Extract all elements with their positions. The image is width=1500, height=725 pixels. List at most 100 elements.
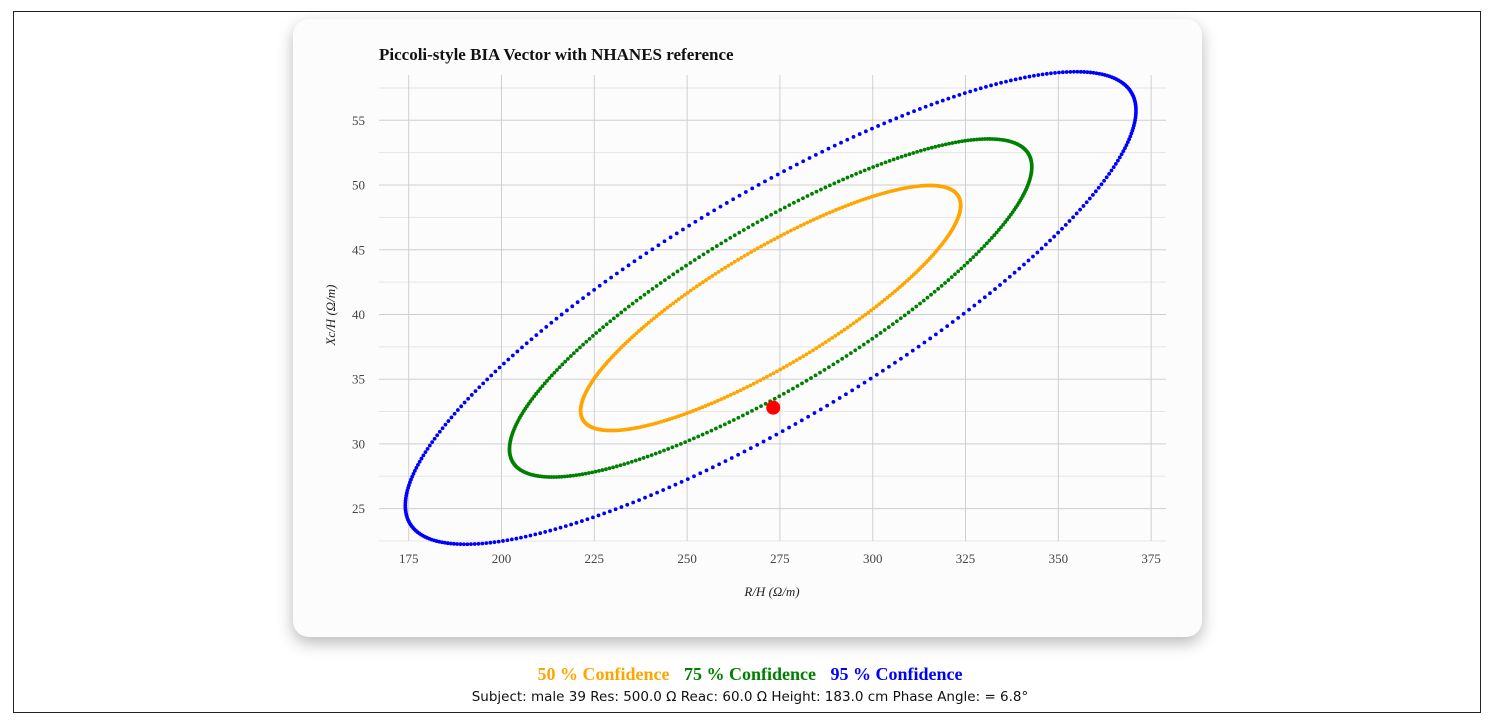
ellipse-point: [1001, 222, 1006, 227]
ellipse-point: [761, 376, 766, 381]
ellipse-point: [1012, 270, 1017, 275]
ellipse-point: [603, 279, 608, 284]
ellipse-point: [706, 249, 710, 254]
ellipse-point: [784, 363, 789, 368]
ellipse-point: [581, 296, 585, 300]
ellipse-point: [655, 490, 659, 495]
ellipse-point: [1107, 171, 1112, 176]
ellipse-point: [868, 376, 873, 381]
ellipse-point: [553, 527, 558, 532]
ellipse-point: [869, 308, 873, 313]
ellipse-point: [510, 353, 515, 358]
legend-item-75[interactable]: 75 % Confidence: [684, 664, 816, 684]
ellipse-point: [662, 448, 666, 453]
ellipse-point: [484, 541, 489, 546]
ellipse-point: [555, 368, 559, 372]
ellipse-point: [586, 292, 591, 296]
ellipse-point: [862, 380, 867, 385]
ellipse-point: [807, 156, 812, 160]
ellipse-point: [844, 392, 848, 397]
ellipse-point: [786, 389, 791, 394]
ellipse-point: [832, 143, 837, 148]
ellipse-point: [968, 89, 973, 94]
ellipse-point: [427, 443, 432, 448]
ellipse-point: [650, 247, 655, 252]
ellipse-point: [614, 271, 619, 276]
ellipse-series-2: [403, 69, 1138, 547]
ellipse-point: [870, 336, 875, 341]
ellipse-point: [539, 329, 544, 333]
y-tick-label: 30: [352, 436, 365, 451]
ellipse-point: [534, 333, 539, 338]
ellipse-point: [609, 275, 614, 280]
ellipse-point: [813, 152, 818, 157]
ellipse-point: [593, 469, 598, 474]
ellipse-point: [611, 316, 616, 321]
ellipse-point: [845, 175, 850, 180]
ellipse-point: [1018, 76, 1023, 81]
ellipse-point: [894, 116, 899, 121]
ellipse-point: [779, 233, 783, 238]
ellipse-point: [1091, 70, 1096, 75]
ellipse-point: [707, 276, 712, 280]
ellipse-point: [691, 436, 696, 441]
ellipse-point: [492, 540, 497, 545]
ellipse-point: [679, 266, 684, 271]
ellipse-point: [910, 348, 915, 353]
y-tick-label: 35: [352, 372, 365, 387]
ellipse-point: [852, 200, 857, 205]
ellipse-point: [1027, 74, 1032, 79]
ellipse-point: [855, 199, 860, 204]
ellipse-point: [950, 320, 955, 324]
ellipse-point: [649, 453, 654, 458]
ellipse-point: [801, 159, 806, 164]
ellipse-point: [857, 317, 862, 321]
ellipse-point: [965, 260, 970, 265]
ellipse-point: [771, 371, 776, 376]
legend-item-50[interactable]: 50 % Confidence: [537, 664, 670, 684]
legend-item-95[interactable]: 95 % Confidence: [830, 664, 963, 684]
ellipse-point: [476, 541, 481, 546]
ellipse-point: [904, 352, 909, 357]
ellipse-point: [544, 325, 549, 329]
ellipse-point: [835, 359, 840, 364]
ellipse-point: [671, 272, 676, 277]
ellipse-point: [899, 356, 903, 361]
ellipse-point: [765, 240, 770, 245]
ellipse-point: [867, 166, 871, 171]
ellipse-point: [563, 524, 568, 529]
ellipse-point: [654, 314, 659, 319]
ellipse-point: [984, 84, 988, 89]
ellipse-point: [709, 428, 714, 433]
ellipse-point: [1029, 165, 1034, 169]
ellipse-point: [614, 464, 619, 469]
ellipse-point: [796, 198, 801, 203]
ellipse-point: [1085, 70, 1090, 75]
ellipse-point: [882, 328, 887, 332]
ellipse-point: [1067, 219, 1072, 223]
subject-info: Subject: male 39 Res: 500.0 Ω Reac: 60.0…: [471, 689, 1029, 705]
ellipse-point: [805, 220, 810, 225]
ellipse-point: [604, 322, 609, 327]
ellipse-point: [834, 208, 838, 212]
ellipse-point: [882, 297, 887, 302]
ellipse-point: [1022, 262, 1026, 267]
ellipse-point: [710, 246, 715, 251]
x-tick-label: 200: [492, 551, 512, 566]
ellipse-point: [687, 438, 692, 443]
ellipse-point: [962, 91, 967, 96]
ellipse-point: [743, 190, 748, 194]
ellipse-point: [594, 331, 599, 335]
ellipse-point: [615, 313, 620, 318]
ellipse-point: [751, 222, 755, 227]
ellipse-point: [861, 197, 865, 202]
ellipse-point: [565, 474, 570, 479]
ellipse-point: [700, 405, 705, 410]
ellipse-point: [592, 287, 597, 292]
subject-point[interactable]: [766, 400, 781, 415]
ellipse-point: [1044, 71, 1049, 76]
ellipse-point: [946, 96, 951, 101]
ellipse-point: [826, 146, 831, 151]
ellipse-point: [577, 472, 582, 477]
